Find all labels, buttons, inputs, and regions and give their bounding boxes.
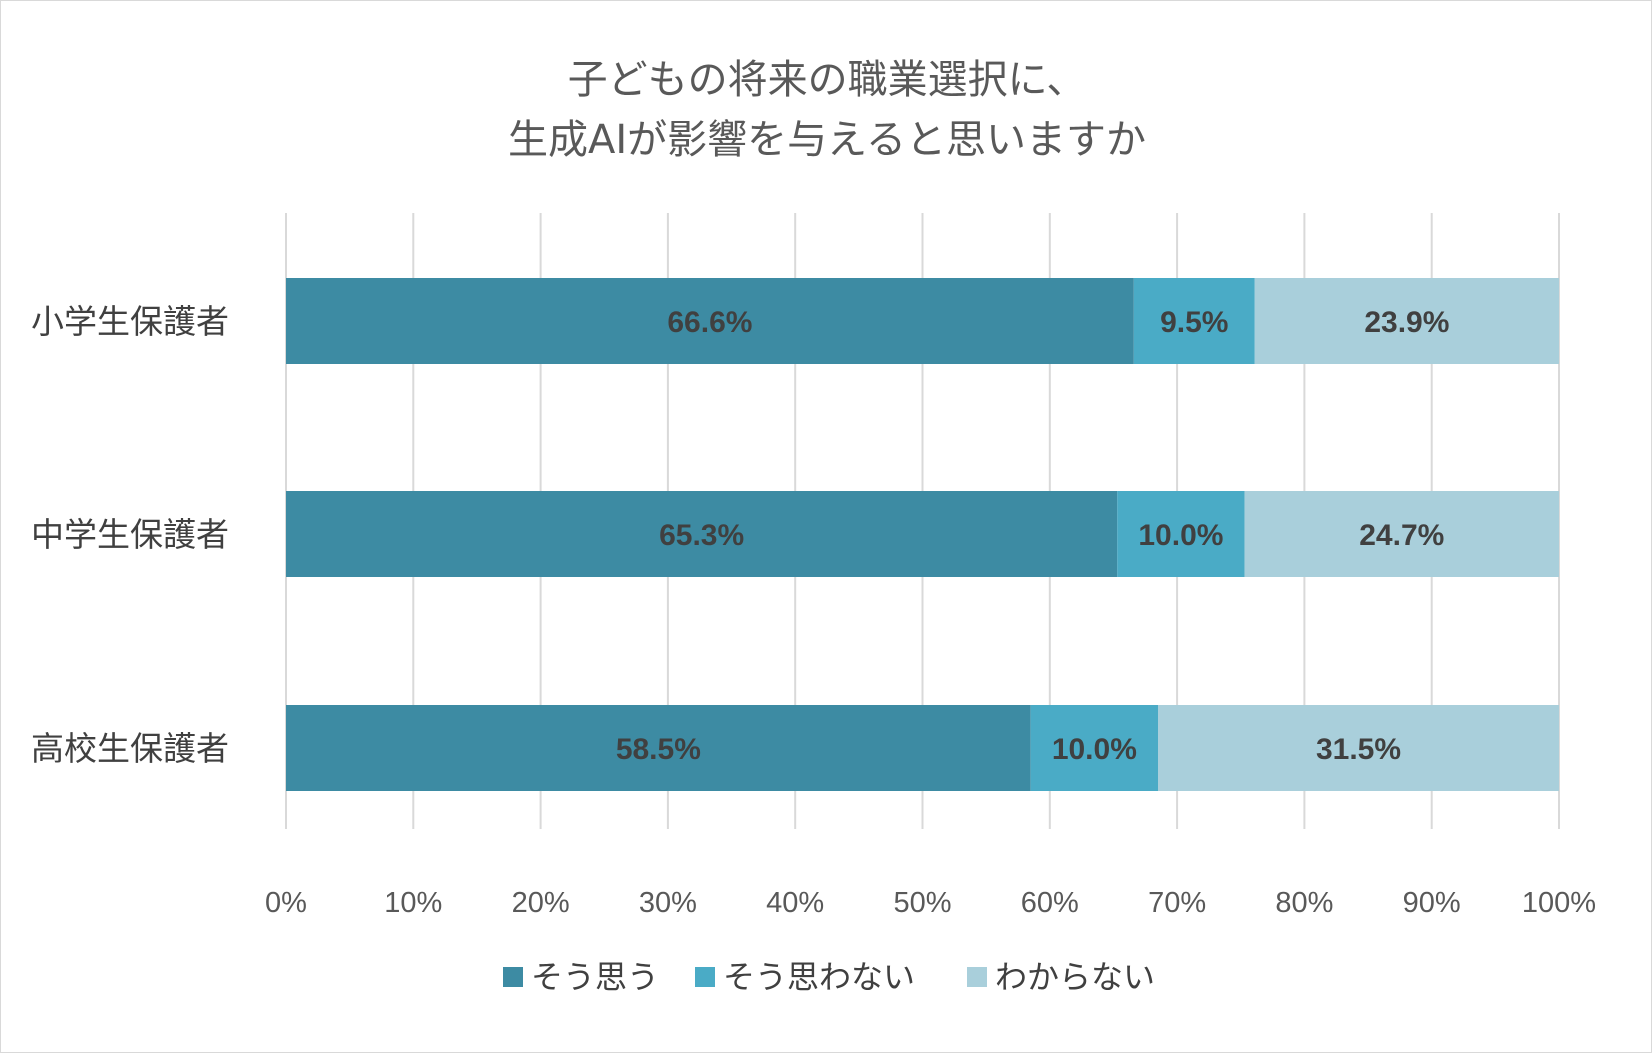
chart-title: 子どもの将来の職業選択に、 生成AIが影響を与えると思いますか	[508, 57, 1146, 163]
bars	[286, 278, 1559, 791]
data-label: 65.3%	[659, 519, 744, 552]
legend-swatch	[967, 967, 987, 987]
legend-label: わからない	[995, 958, 1155, 996]
legend: そう思う そう思わない わからない	[503, 958, 1155, 996]
data-label: 58.5%	[616, 733, 701, 766]
chart-title-line-2: 生成AIが影響を与えると思いますか	[508, 117, 1146, 163]
data-label: 10.0%	[1138, 519, 1223, 552]
data-label: 31.5%	[1316, 733, 1401, 766]
value-axis: 0% 10% 20% 30% 40% 50% 60% 70% 80% 90% 100%	[265, 887, 1596, 919]
x-tick-label: 50%	[893, 887, 951, 919]
x-tick-label: 100%	[1522, 887, 1596, 919]
legend-label: そう思う	[531, 958, 659, 996]
legend-label: そう思わない	[723, 958, 915, 996]
bar-segment	[1244, 491, 1559, 577]
data-label: 10.0%	[1052, 733, 1137, 766]
bar-segment	[1030, 705, 1159, 791]
x-tick-label: 0%	[265, 887, 307, 919]
data-label: 66.6%	[667, 306, 752, 339]
bar-segment	[286, 278, 1134, 364]
x-tick-label: 40%	[766, 887, 824, 919]
data-labels: 66.6% 9.5% 23.9% 65.3% 10.0% 24.7% 58.5% 10.0% 3…	[616, 306, 1450, 766]
bar-segment	[1117, 491, 1245, 577]
x-tick-label: 90%	[1403, 887, 1461, 919]
x-tick-label: 60%	[1021, 887, 1079, 919]
legend-swatch	[503, 967, 523, 987]
bar-segment	[286, 491, 1118, 577]
x-tick-label: 80%	[1275, 887, 1333, 919]
category-label: 中学生保護者	[31, 515, 229, 554]
x-tick-label: 70%	[1148, 887, 1206, 919]
chart-title-line-1: 子どもの将来の職業選択に、	[568, 57, 1087, 103]
x-tick-label: 30%	[639, 887, 697, 919]
x-tick-label: 20%	[512, 887, 570, 919]
legend-swatch	[695, 967, 715, 987]
bar-segment	[1133, 278, 1255, 364]
bar-segment	[1254, 278, 1559, 364]
category-label: 小学生保護者	[31, 302, 229, 341]
data-label: 23.9%	[1364, 306, 1449, 339]
data-label: 24.7%	[1359, 519, 1444, 552]
x-tick-label: 10%	[384, 887, 442, 919]
data-label: 9.5%	[1160, 306, 1228, 339]
category-label: 高校生保護者	[31, 729, 229, 768]
bar-segment	[1158, 705, 1559, 791]
bar-segment	[286, 705, 1031, 791]
